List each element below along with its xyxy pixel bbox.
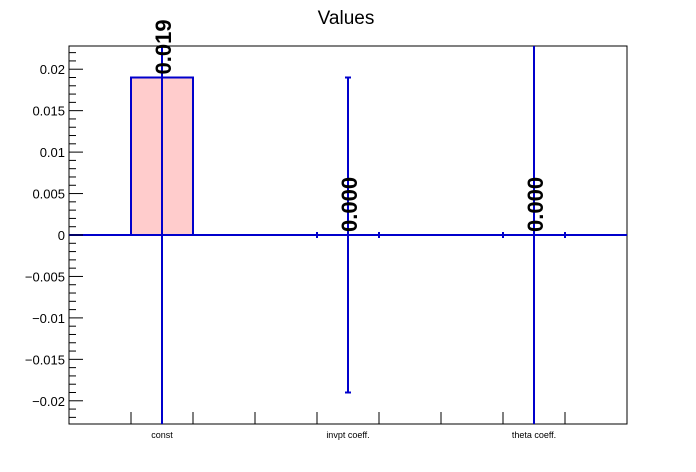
y-tick-label: −0.01 <box>32 311 65 326</box>
value-label: 0.000 <box>523 177 548 232</box>
x-tick-label: invpt coeff. <box>326 430 369 440</box>
y-tick-label: 0.02 <box>40 62 65 77</box>
data-marks <box>69 46 627 424</box>
y-tick-label: −0.02 <box>32 394 65 409</box>
value-label: 0.019 <box>151 19 176 74</box>
x-tick-label: theta coeff. <box>512 430 556 440</box>
y-tick-label: 0.015 <box>32 104 65 119</box>
chart-title: Values <box>318 8 375 29</box>
y-tick-label: 0 <box>58 228 65 243</box>
y-tick-label: 0.01 <box>40 145 65 160</box>
y-tick-label: −0.015 <box>25 352 65 367</box>
value-label: 0.000 <box>337 177 362 232</box>
value-labels: 0.019 0.000 0.000 <box>151 19 548 232</box>
y-tick-label: −0.005 <box>25 269 65 284</box>
x-axis: const invpt coeff. theta coeff. <box>130 412 566 440</box>
x-tick-label: const <box>151 430 173 440</box>
y-axis: 0.02 0.015 0.01 0.005 0 −0.005 −0.01 −0.015 −0.0… <box>25 52 83 418</box>
y-tick-label: 0.005 <box>32 187 65 202</box>
